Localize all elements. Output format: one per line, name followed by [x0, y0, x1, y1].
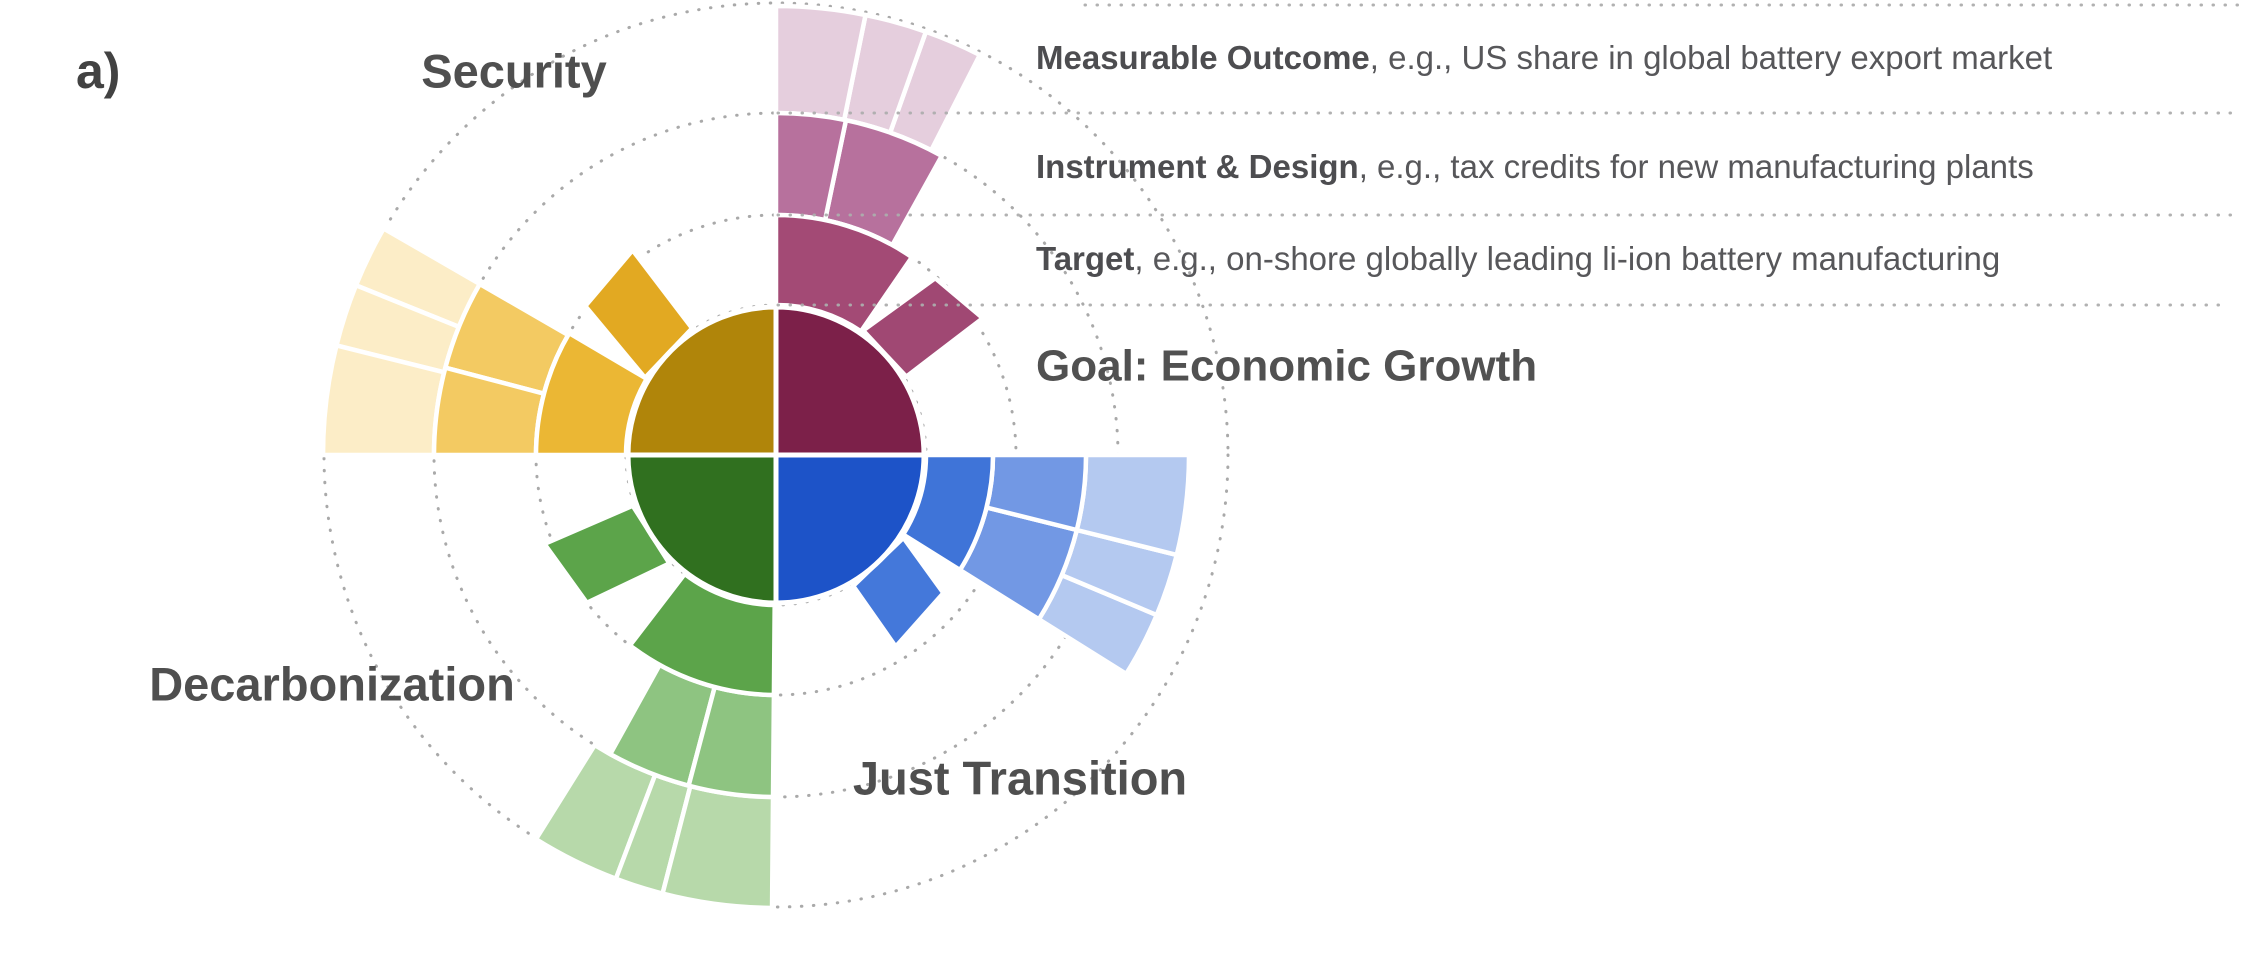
ring-annotation-target-term: Target: [1036, 240, 1134, 277]
ring-guide-tangent-lines: [776, 3, 2246, 307]
decarbonization-goal-quarter: [625, 452, 779, 606]
economic-growth-goal-quarter: [773, 304, 927, 458]
quadrant-label-decarbonization: Decarbonization: [149, 658, 515, 711]
ring-annotation-target: Target, e.g., on-shore globally leading …: [1036, 240, 2000, 277]
just-transition-goal-quarter: [773, 452, 927, 606]
sunburst-diagram: [320, 3, 1192, 911]
ring-annotation-measurable-outcome: Measurable Outcome, e.g., US share in gl…: [1036, 39, 2052, 76]
ring-annotation-target-example: , e.g., on-shore globally leading li-ion…: [1134, 240, 2000, 277]
quadrant-label-just-transition: Just Transition: [853, 752, 1187, 805]
quadrant-economic-growth: [773, 3, 986, 458]
ring-annotation-instrument-design-term: Instrument & Design: [1036, 148, 1359, 185]
ring-annotation-measurable-outcome-example: , e.g., US share in global battery expor…: [1370, 39, 2052, 76]
ring-guide-circle-3: [322, 1, 1230, 909]
ring-annotation-instrument-design-example: , e.g., tax credits for new manufacturin…: [1359, 148, 2034, 185]
ring-annotation-measurable-outcome-term: Measurable Outcome: [1036, 39, 1370, 76]
quadrant-decarbonization: [533, 452, 779, 911]
goal-economic-growth-label: Goal: Economic Growth: [1036, 342, 1537, 391]
quadrant-security: [320, 226, 779, 458]
figure-panel-label: a): [76, 43, 120, 99]
ring-annotation-instrument-design: Instrument & Design, e.g., tax credits f…: [1036, 148, 2034, 185]
quadrant-label-security: Security: [421, 45, 606, 98]
security-goal-quarter: [625, 304, 779, 458]
quadrant-just-transition: [773, 452, 1192, 677]
